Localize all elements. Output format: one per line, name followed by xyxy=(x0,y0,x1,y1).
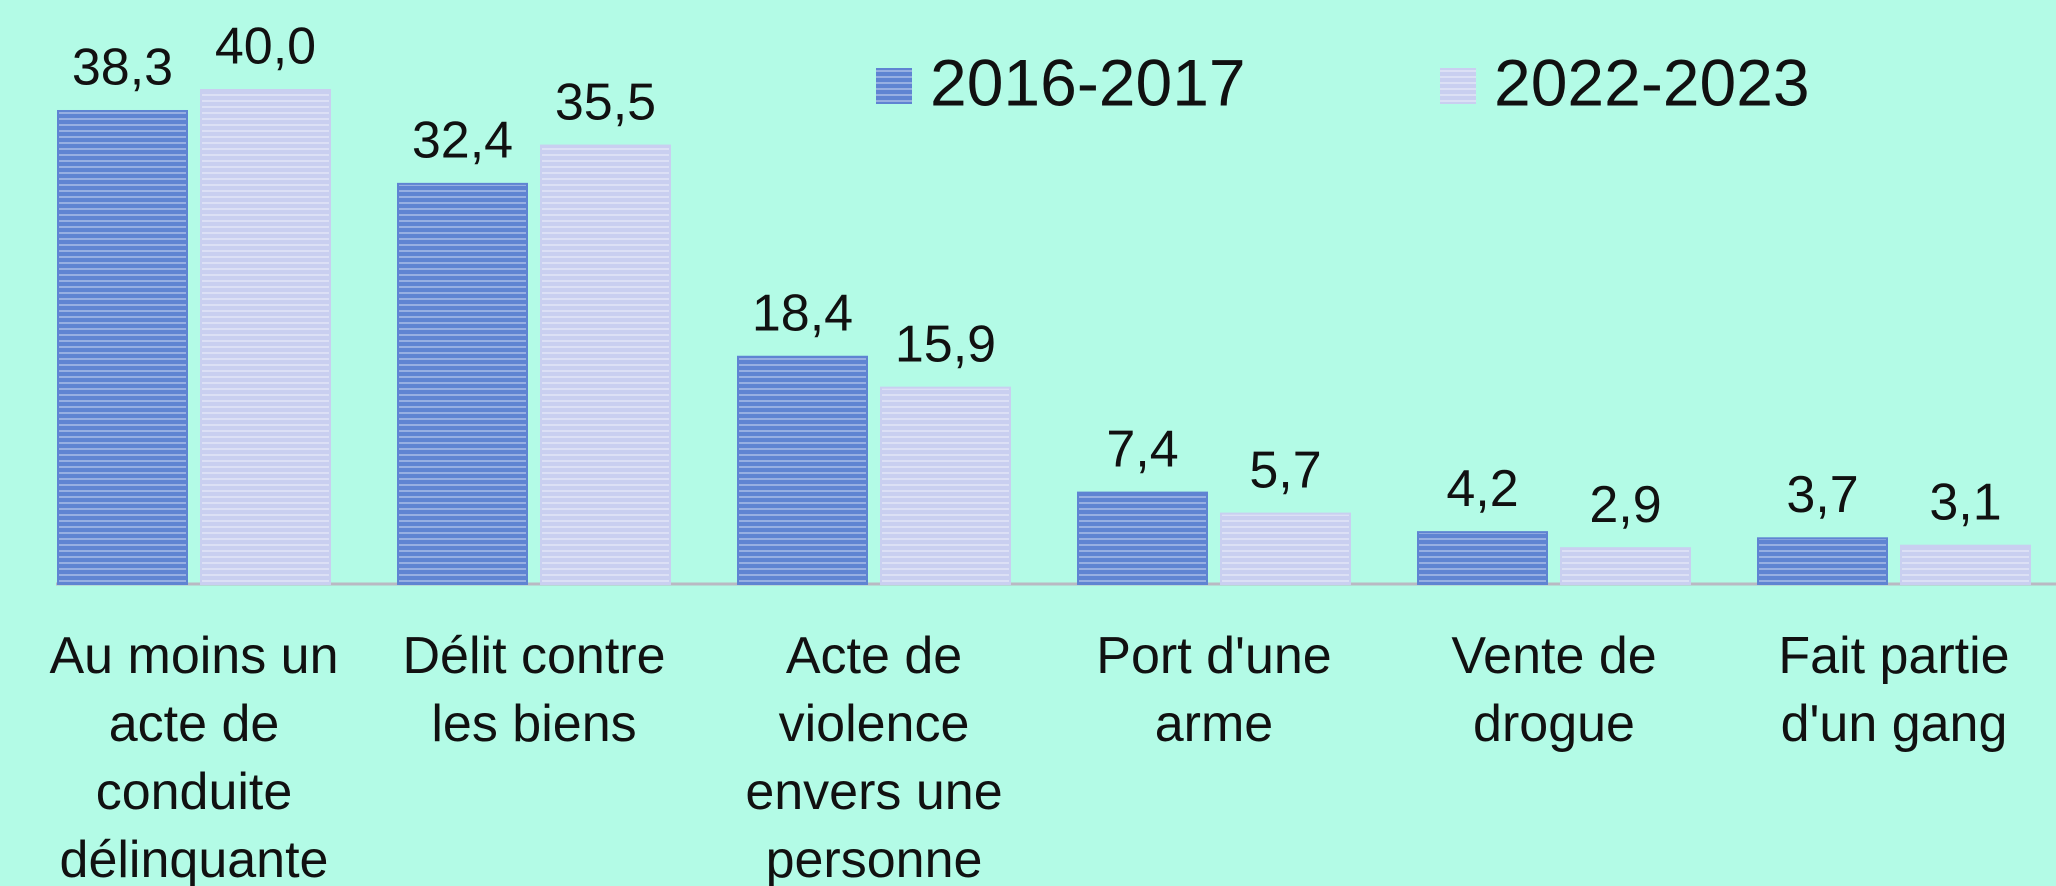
value-label: 18,4 xyxy=(752,284,853,342)
bar xyxy=(737,355,868,586)
value-label: 4,2 xyxy=(1446,460,1518,518)
legend-label: 2016-2017 xyxy=(930,45,1246,119)
value-label: 3,1 xyxy=(1929,473,2001,531)
bar xyxy=(1417,531,1548,586)
bar xyxy=(200,89,331,585)
x-tick-label: Acte de violence envers une personne xyxy=(745,627,1003,886)
value-label: 35,5 xyxy=(555,73,656,131)
legend-swatch xyxy=(1440,68,1476,104)
bar xyxy=(1560,547,1691,585)
value-label: 38,3 xyxy=(72,39,173,97)
bar xyxy=(880,386,1011,586)
x-tick-label: Vente de drogue xyxy=(1451,627,1657,753)
value-label: 15,9 xyxy=(895,315,996,373)
legend-label: 2022-2023 xyxy=(1494,45,1810,119)
value-label: 3,7 xyxy=(1786,466,1858,524)
bar xyxy=(1757,537,1888,585)
bar xyxy=(397,182,528,586)
bar xyxy=(57,109,188,586)
x-tick-label: Port d'une arme xyxy=(1096,627,1332,753)
value-label: 7,4 xyxy=(1106,420,1178,478)
bar xyxy=(1220,512,1351,585)
bar xyxy=(1077,491,1208,585)
x-tick-label: Au moins un acte de conduite délinquante xyxy=(49,627,339,886)
value-label: 32,4 xyxy=(412,112,513,170)
value-label: 5,7 xyxy=(1249,441,1321,499)
bar xyxy=(540,144,671,585)
value-label: 40,0 xyxy=(215,18,316,76)
x-tick-label: Fait partie d'un gang xyxy=(1778,627,2010,753)
legend-swatch xyxy=(876,68,912,104)
x-tick-label: Délit contre les biens xyxy=(402,627,666,753)
bar xyxy=(1900,544,2031,586)
value-label: 2,9 xyxy=(1589,476,1661,534)
